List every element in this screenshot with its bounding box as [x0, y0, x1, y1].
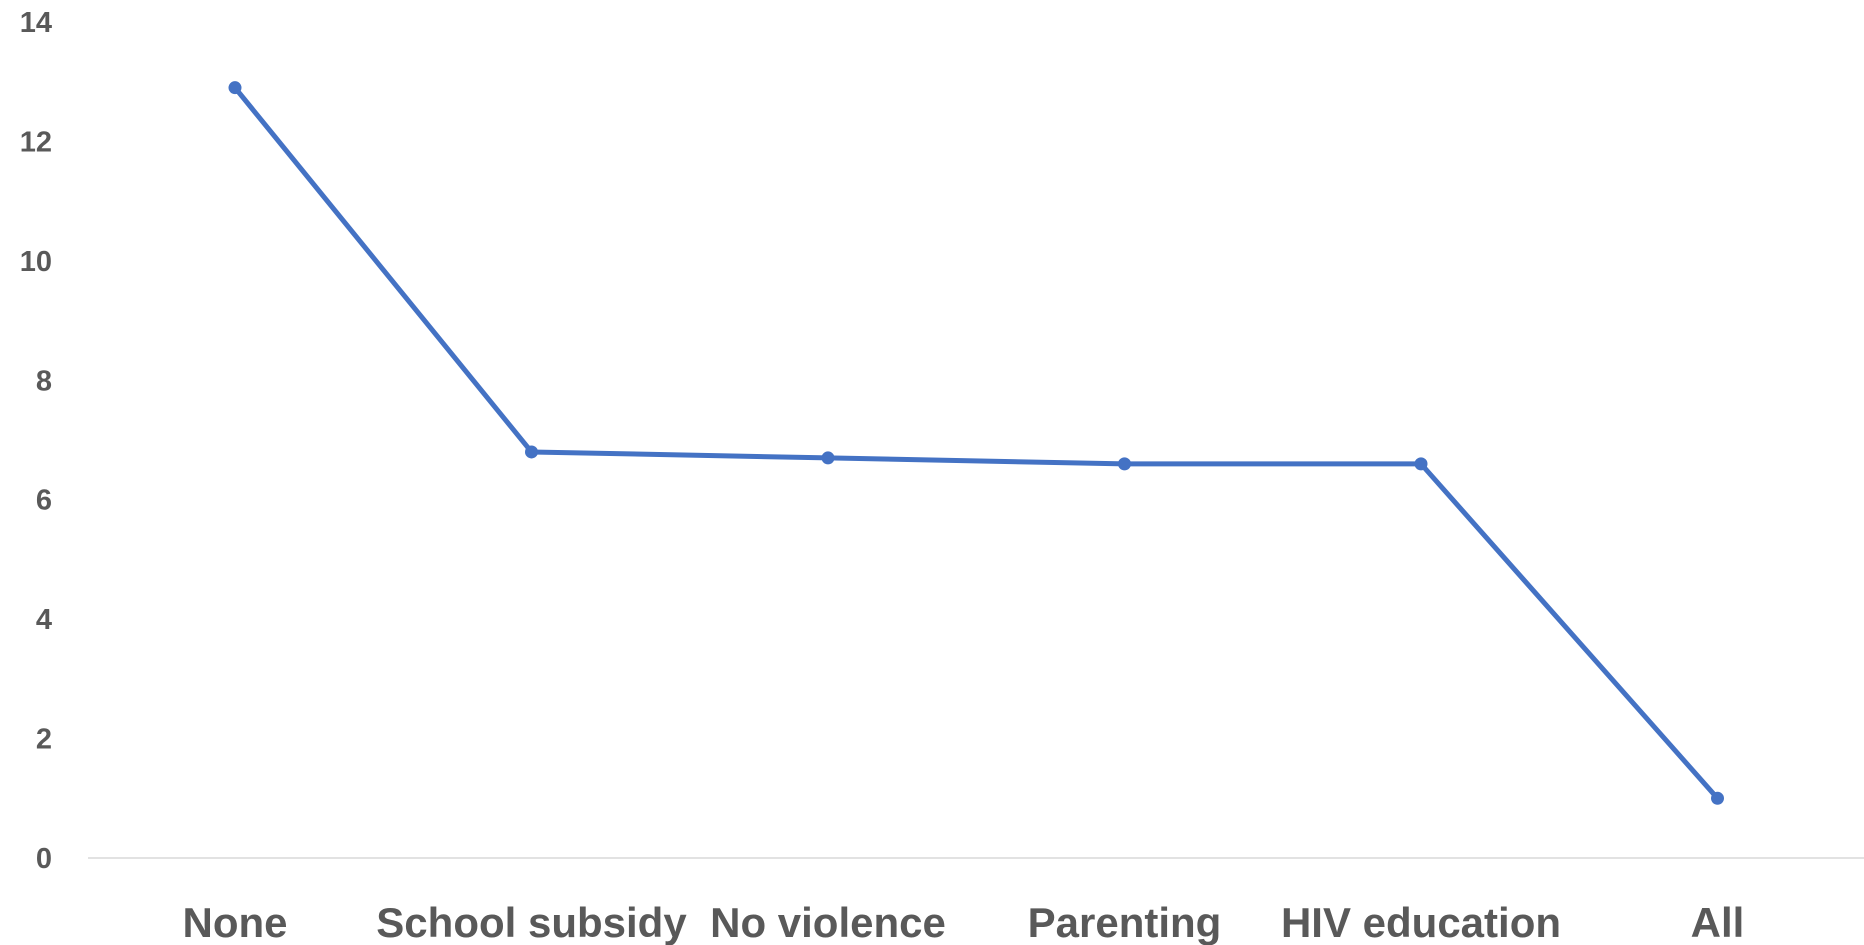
- data-point: [1711, 791, 1724, 805]
- data-point: [525, 445, 538, 459]
- y-tick-label: 0: [36, 843, 52, 875]
- y-tick-label: 2: [36, 724, 52, 756]
- x-tick-label: No violence: [710, 899, 946, 945]
- y-tick-label: 10: [20, 246, 52, 278]
- y-axis: 0 2 4 6 8 10 12 14: [20, 7, 52, 875]
- x-tick-label: All: [1691, 899, 1745, 945]
- x-axis: None School subsidy No violence Parenting HI…: [183, 899, 1745, 945]
- series-line: [233, 86, 1720, 800]
- x-tick-label: Parenting: [1028, 899, 1222, 945]
- y-tick-label: 6: [36, 485, 52, 517]
- data-point: [1118, 457, 1131, 471]
- x-tick-label: School subsidy: [376, 899, 687, 945]
- y-tick-label: 12: [20, 126, 52, 158]
- data-point: [821, 451, 835, 465]
- y-tick-label: 8: [36, 365, 52, 397]
- x-tick-label: None: [183, 899, 288, 945]
- data-point: [1414, 457, 1428, 471]
- data-point: [228, 81, 242, 95]
- x-tick-label: HIV education: [1281, 899, 1561, 945]
- y-tick-label: 14: [20, 7, 52, 39]
- y-tick-label: 4: [36, 604, 52, 636]
- data-points: [228, 81, 1724, 805]
